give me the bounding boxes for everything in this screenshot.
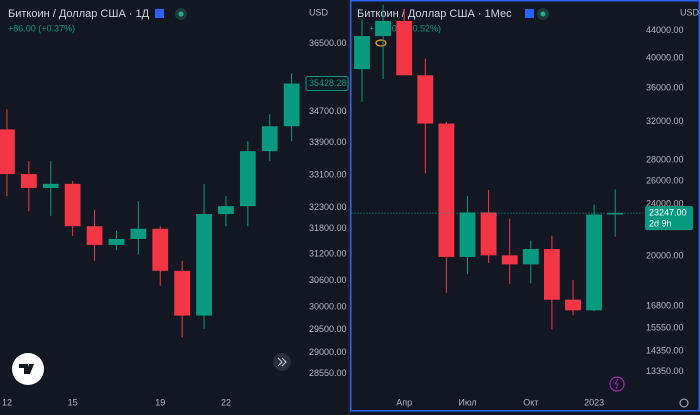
candle-body xyxy=(86,226,103,245)
price-label-box xyxy=(645,206,693,231)
candle-body xyxy=(218,206,234,215)
candle-body xyxy=(239,151,256,207)
candle-body xyxy=(130,228,147,239)
y-tick-label: 32000.00 xyxy=(646,116,684,126)
chart-title: Биткоин / Доллар США · 1Мес xyxy=(357,8,512,20)
alert-icon[interactable] xyxy=(609,376,625,392)
flag-icon xyxy=(155,9,164,18)
x-tick-label: Июл xyxy=(458,397,476,407)
y-tick-label: 44000.00 xyxy=(646,25,684,35)
price-label-box xyxy=(305,76,349,92)
settings-icon[interactable] xyxy=(679,398,689,408)
candle-body xyxy=(459,212,476,257)
y-tick-label: 20000.00 xyxy=(646,250,684,260)
candle-body xyxy=(522,249,539,265)
candle-body xyxy=(152,228,169,271)
y-tick-label: 40000.00 xyxy=(646,52,684,62)
candle-body xyxy=(543,249,560,300)
y-tick-label: 33900.00 xyxy=(309,137,347,147)
candle-body xyxy=(607,213,624,215)
y-tick-label: 31800.00 xyxy=(309,223,347,233)
active-pane-border xyxy=(350,0,700,412)
y-tick-label: 29000.00 xyxy=(309,347,347,357)
candle-body xyxy=(396,20,413,76)
y-tick-label: 13350.00 xyxy=(646,366,684,376)
y-tick-label: 36500.00 xyxy=(309,38,347,48)
y-tick-label: 15550.00 xyxy=(646,322,684,332)
logo xyxy=(19,364,34,374)
candle-body xyxy=(20,174,37,188)
candle-body xyxy=(0,129,15,175)
candle-body xyxy=(42,183,59,188)
y-tick-label: 14350.00 xyxy=(646,345,684,355)
candle-body xyxy=(283,83,300,127)
x-tick-label: 12 xyxy=(2,397,12,407)
candle-body xyxy=(586,214,603,311)
candle-body xyxy=(354,36,370,70)
candle-body xyxy=(174,270,191,316)
y-tick-label: 36000.00 xyxy=(646,82,684,92)
candle-body xyxy=(565,299,581,311)
y-tick-label: 28550.00 xyxy=(309,368,347,378)
scroll-icon xyxy=(277,357,287,367)
price-change: +86.00 (+0.37%) xyxy=(8,23,75,33)
y-tick-label: 26000.00 xyxy=(646,175,684,185)
x-tick-label: Окт xyxy=(523,397,538,407)
y-tick-label: 32300.00 xyxy=(309,202,347,212)
y-tick-label: 33100.00 xyxy=(309,169,347,179)
candle-body xyxy=(438,123,455,257)
currency[interactable]: USD xyxy=(680,7,700,17)
status-dot xyxy=(540,11,546,17)
y-tick-label: 31200.00 xyxy=(309,249,347,259)
x-tick-label: 19 xyxy=(155,397,165,407)
candle-body xyxy=(501,255,518,265)
x-tick-label: 15 xyxy=(68,397,78,407)
price-label: 23247.00 xyxy=(649,207,687,217)
candle-body xyxy=(64,183,81,227)
candle-body xyxy=(108,238,125,245)
candle-body xyxy=(417,75,434,124)
countdown: 2d 9h xyxy=(649,218,672,228)
x-tick-label: 22 xyxy=(221,397,231,407)
status-dot xyxy=(178,11,184,17)
y-tick-label: 28000.00 xyxy=(646,154,684,164)
x-tick-label: 2023 xyxy=(584,397,604,407)
x-tick-label: Апр xyxy=(396,397,412,407)
chart-title: Биткоин / Доллар США · 1Д xyxy=(8,8,150,20)
candle-body xyxy=(196,214,212,316)
y-tick-label: 34700.00 xyxy=(309,106,347,116)
candle-body xyxy=(480,212,497,256)
visibility-icon[interactable] xyxy=(375,39,387,47)
y-tick-label: 30600.00 xyxy=(309,275,347,285)
currency[interactable]: USD xyxy=(309,7,329,17)
y-tick-label: 29500.00 xyxy=(309,324,347,334)
y-tick-label: 24000.00 xyxy=(646,198,684,208)
flag-icon xyxy=(525,9,534,18)
alert-bolt xyxy=(614,378,619,390)
candle-body xyxy=(261,126,278,152)
y-tick-label: 16800.00 xyxy=(646,300,684,310)
price-label: 35428.28 xyxy=(309,78,347,88)
y-tick-label: 30000.00 xyxy=(309,301,347,311)
candle-body xyxy=(375,20,392,37)
